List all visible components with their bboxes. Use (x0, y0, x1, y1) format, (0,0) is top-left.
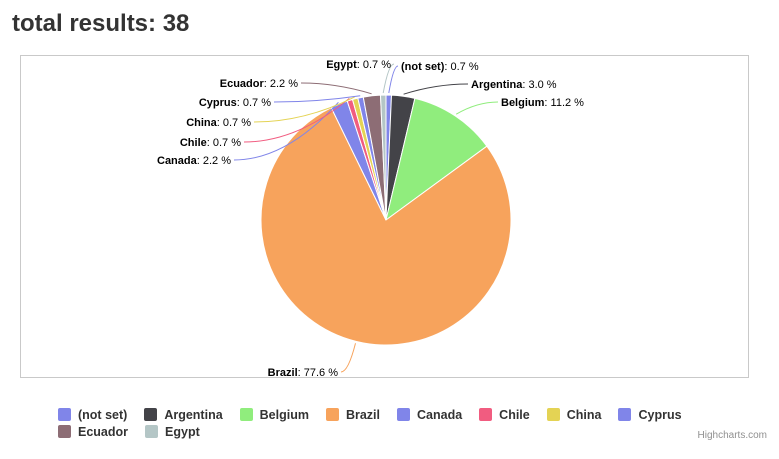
legend-swatch (145, 425, 159, 438)
legend-label: Argentina (164, 407, 223, 422)
data-label-ecuador: Ecuador: 2.2 % (220, 78, 298, 90)
legend-item-china[interactable]: China (546, 407, 602, 422)
legend-swatch (58, 425, 71, 438)
pie-slice-brazil[interactable] (260, 106, 512, 346)
legend-swatch (144, 408, 158, 421)
data-label-argentina: Argentina: 3.0 % (471, 79, 557, 91)
legend-label: Cyprus (638, 407, 682, 422)
legend-swatch (58, 408, 71, 421)
legend-item-belgium[interactable]: Belgium (239, 407, 309, 422)
pie-chart: (not set): 0.7 % Argentina: 3.0 % Belgium:… (157, 59, 584, 379)
connector-belgium (455, 101, 499, 115)
legend-item-canada[interactable]: Canada (397, 408, 462, 422)
legend-item-not-set[interactable]: (not set) (58, 408, 127, 422)
data-label-cyprus: Cyprus: 0.7 % (199, 97, 271, 109)
connector-chile (243, 98, 350, 143)
data-label-not-set: (not set): 0.7 % (401, 61, 479, 73)
legend-swatch (479, 408, 493, 421)
connector-argentina (403, 83, 469, 95)
pie-slice-belgium[interactable] (385, 97, 488, 222)
legend-item-egypt[interactable]: Egypt (145, 425, 200, 439)
data-label-egypt: Egypt: 0.7 % (326, 59, 391, 71)
data-label-belgium: Belgium: 11.2 % (501, 97, 584, 109)
connector-egypt (382, 63, 395, 94)
legend-swatch (546, 408, 560, 421)
legend-label: Egypt (165, 424, 200, 439)
connector-brazil (340, 343, 356, 373)
legend-label: Canada (417, 407, 463, 422)
chart-container: (not set): 0.7 % Argentina: 3.0 % Belgium:… (20, 55, 749, 379)
legend-swatch (325, 408, 339, 421)
legend-swatch (618, 408, 632, 421)
connector-canada (233, 101, 339, 161)
legend-swatch (239, 408, 253, 421)
pie-slice-egypt[interactable] (379, 94, 387, 221)
legend-item-brazil[interactable]: Brazil (325, 407, 381, 422)
legend-label: Chile (499, 407, 530, 422)
legend-item-cyprus[interactable]: Cyprus (618, 407, 682, 422)
legend-label: Belgium (259, 407, 309, 422)
legend-label: Brazil (345, 407, 381, 422)
data-label-chile: Chile: 0.7 % (180, 137, 241, 149)
connector-ecuador (300, 82, 372, 95)
legend-swatch (397, 408, 411, 421)
legend-label: Ecuador (78, 424, 129, 439)
legend-row: Ecuador Egypt (58, 423, 738, 440)
connector-cyprus (273, 95, 361, 103)
connector-china (253, 96, 355, 123)
data-label-canada: Canada: 2.2 % (157, 155, 231, 167)
page-title: total results: 38 (12, 10, 190, 37)
legend-item-ecuador[interactable]: Ecuador (58, 425, 128, 439)
data-label-brazil: Brazil: 77.6 % (268, 367, 339, 379)
data-label-china: China: 0.7 % (186, 117, 251, 129)
connector-not-set (388, 65, 399, 94)
legend-label: China (566, 407, 602, 422)
legend-row: (not set) Argentina Belgium Brazil Canada Chi… (58, 406, 738, 423)
legend-item-argentina[interactable]: Argentina (144, 407, 223, 422)
legend-item-chile[interactable]: Chile (479, 408, 530, 422)
credits-link[interactable]: Highcharts.com (697, 430, 767, 441)
chart-legend: (not set) Argentina Belgium Brazil Canada Chi… (58, 406, 738, 440)
legend-label: (not set) (78, 407, 128, 422)
